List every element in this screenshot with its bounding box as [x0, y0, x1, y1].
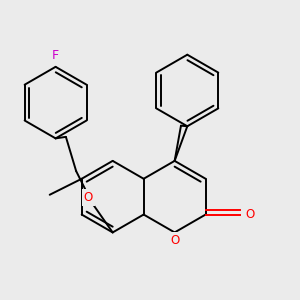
Text: O: O [84, 191, 93, 204]
Text: F: F [52, 50, 59, 62]
Text: O: O [245, 208, 254, 221]
Text: O: O [170, 234, 179, 247]
